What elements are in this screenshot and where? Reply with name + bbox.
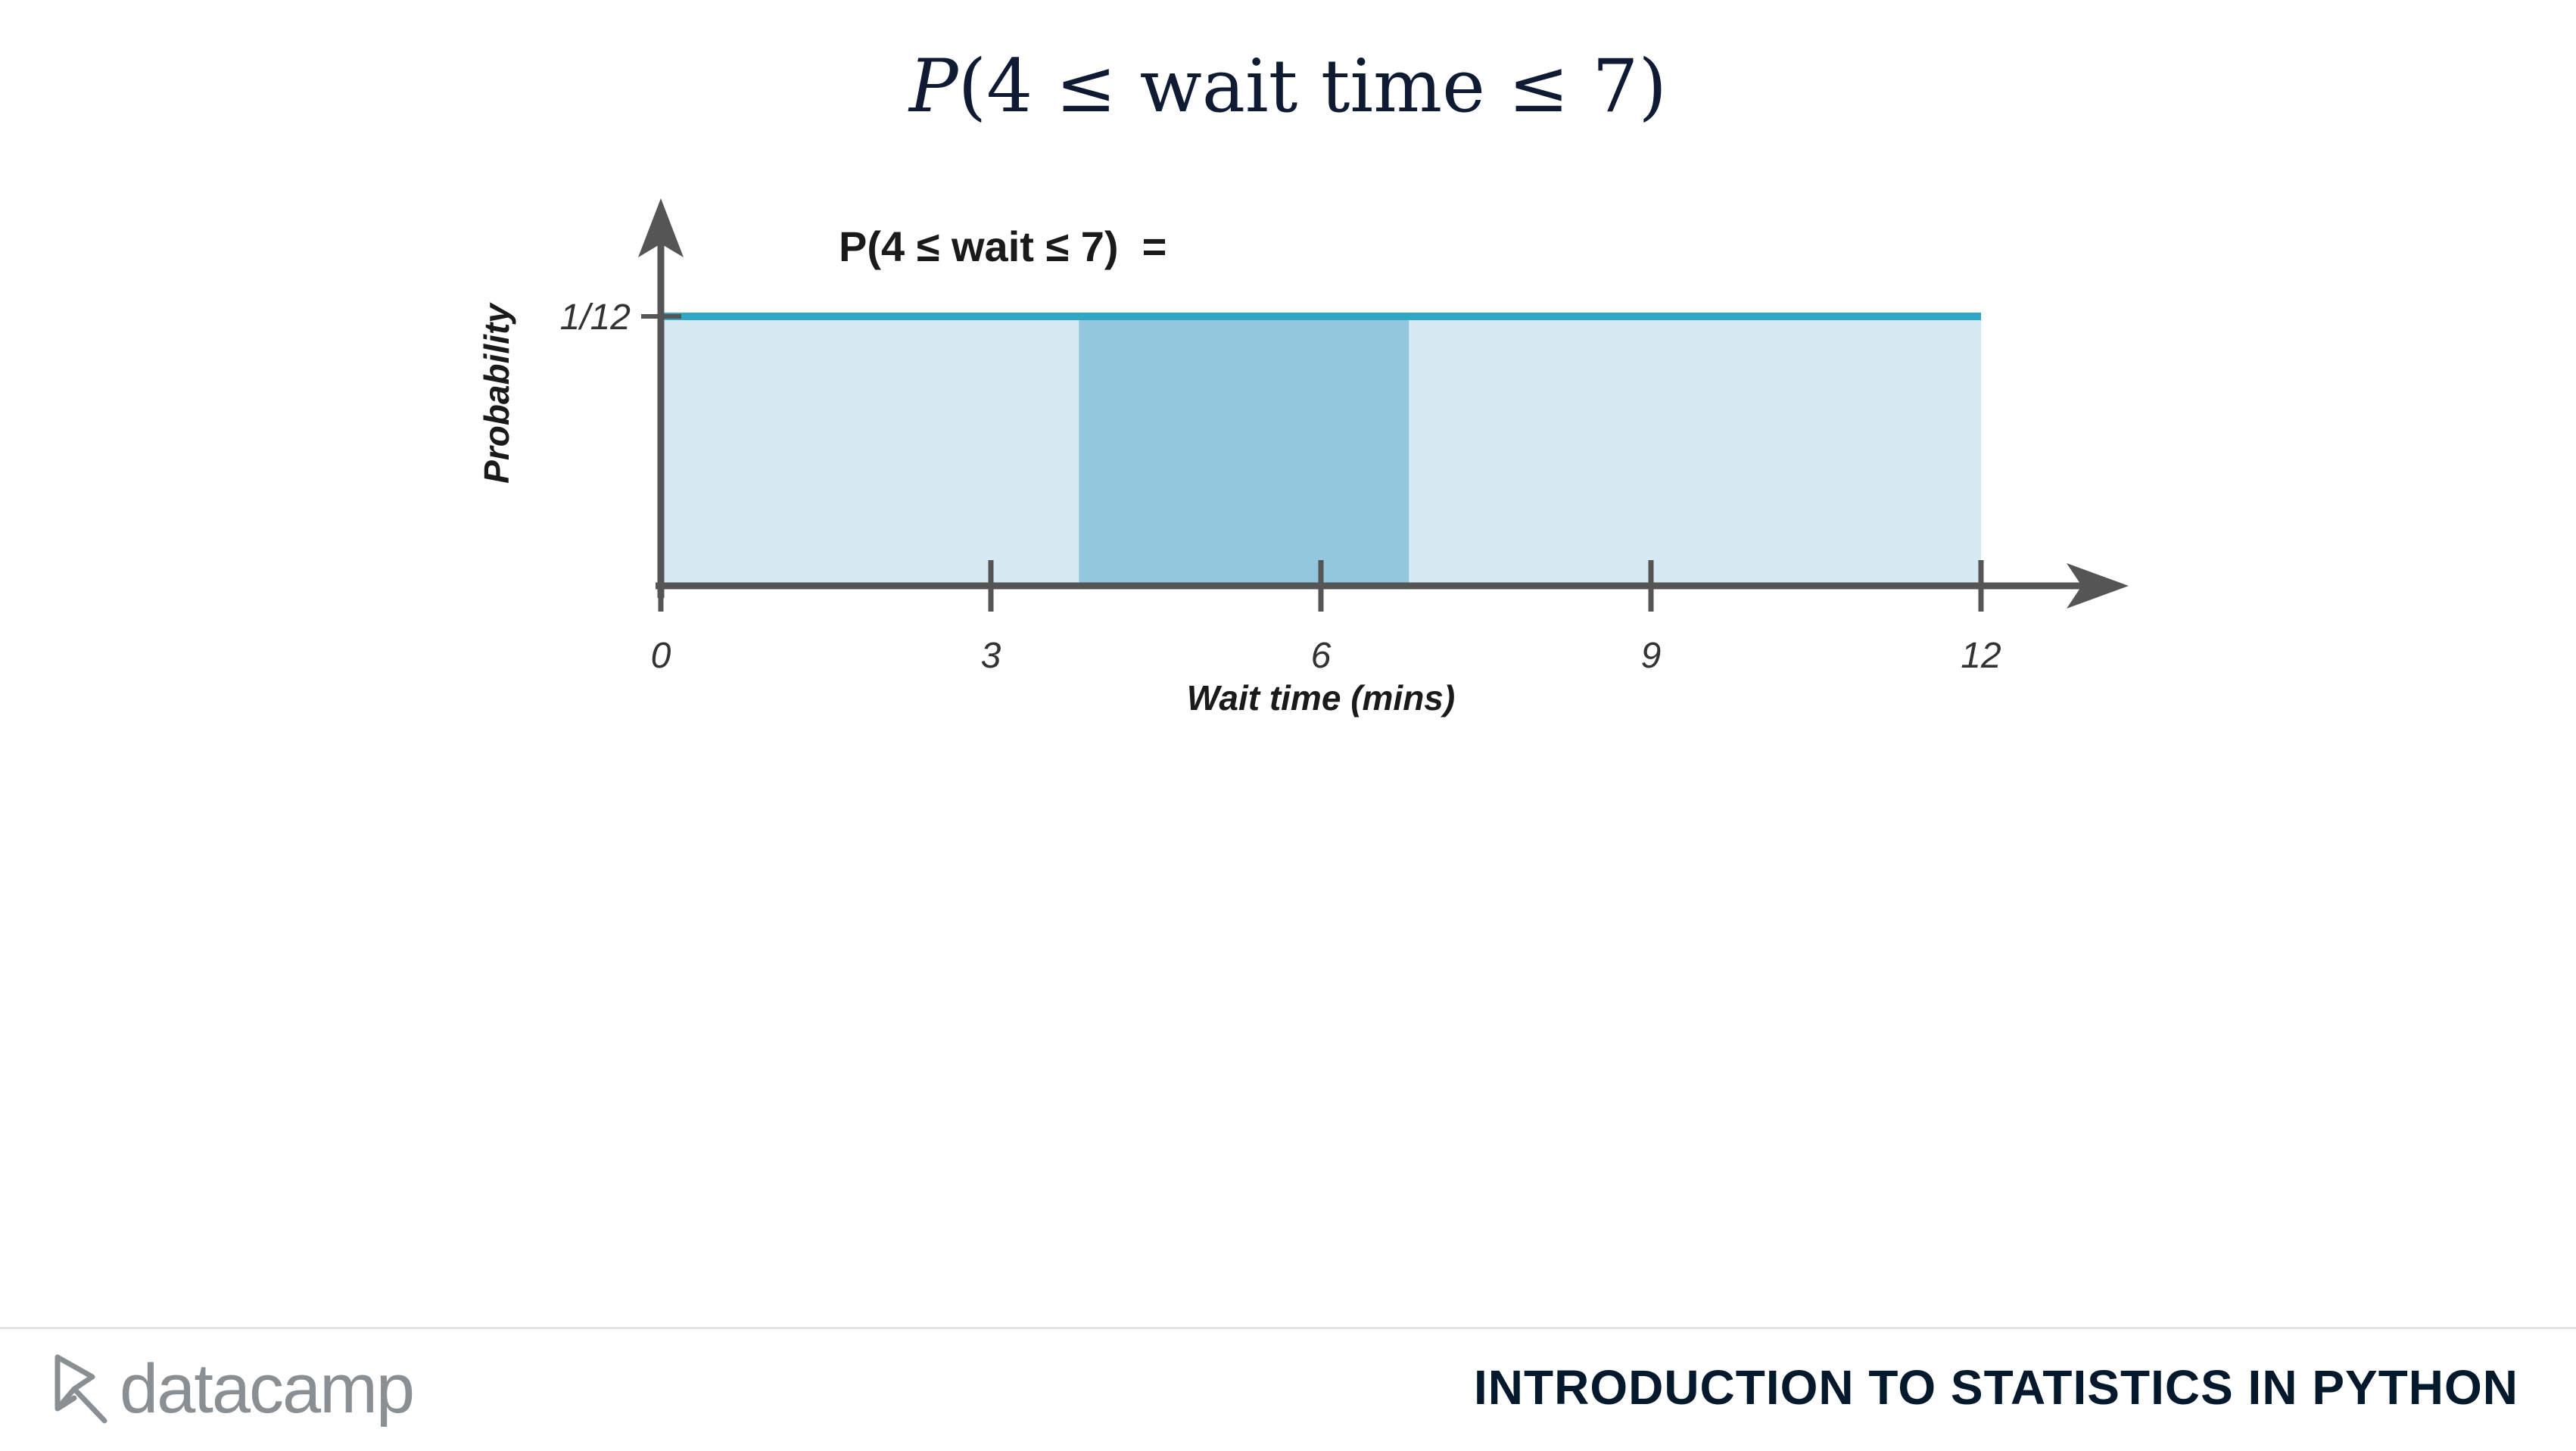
x-tick-label: 6 [1311,636,1332,676]
course-title: INTRODUCTION TO STATISTICS IN PYTHON [1474,1360,2518,1415]
footer-divider [0,1327,2576,1329]
x-tick-label: 9 [1641,636,1662,676]
datacamp-logo: datacamp [51,1347,415,1431]
uniform-distribution-chart: 0 3 6 9 12 1/12 Wait time (mins) Probability P(4… [477,198,2129,718]
slide-title-p: P [909,44,958,129]
label-layer: 0 3 6 9 12 1/12 Wait time (mins) Probability P(4… [477,223,2001,718]
x-tick-label: 3 [981,636,1001,676]
y-axis-title: Probability [477,302,516,484]
area-layer [661,313,1981,586]
logo-text: datacamp [120,1350,415,1428]
slide-title-expression: (4 ≤ wait time ≤ 7) [958,44,1667,129]
probability-annotation: P(4 ≤ wait ≤ 7) = [839,223,1167,270]
highlight-area [1079,316,1409,586]
y-tick-label: 1/12 [560,297,631,338]
y-axis-arrow [638,198,684,257]
x-axis-arrow [2067,563,2129,609]
x-tick-label: 0 [651,636,671,676]
datacamp-logo-icon [55,1354,107,1424]
slide-title: P(4 ≤ wait time ≤ 7) [0,44,2576,129]
x-axis-title: Wait time (mins) [1187,678,1455,718]
x-tick-label: 12 [1961,636,2001,676]
axis-layer [638,198,2129,612]
